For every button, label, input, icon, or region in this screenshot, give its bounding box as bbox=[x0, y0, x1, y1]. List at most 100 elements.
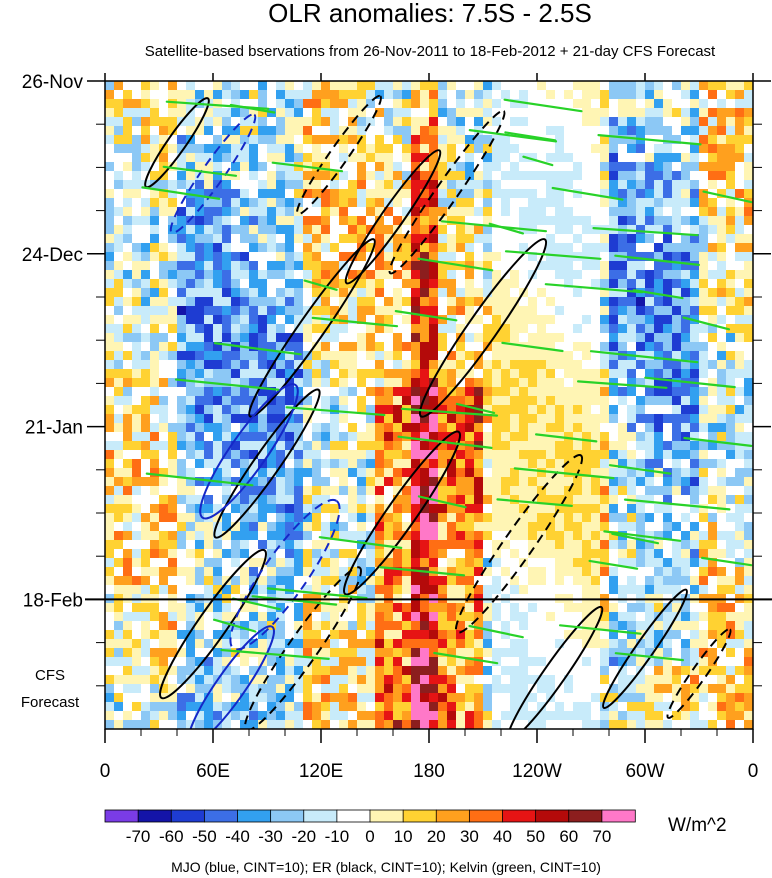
olr-cell bbox=[735, 684, 745, 694]
olr-cell bbox=[528, 612, 538, 622]
olr-cell bbox=[654, 90, 664, 100]
olr-cell bbox=[276, 306, 286, 316]
olr-cell bbox=[276, 216, 286, 226]
olr-cell bbox=[393, 189, 403, 199]
olr-cell bbox=[159, 225, 169, 235]
olr-cell bbox=[528, 405, 538, 415]
olr-cell bbox=[321, 144, 331, 154]
olr-cell bbox=[213, 261, 223, 271]
olr-cell bbox=[528, 333, 538, 343]
olr-cell bbox=[339, 306, 349, 316]
olr-cell bbox=[348, 126, 358, 136]
olr-cell bbox=[357, 531, 367, 541]
olr-cell bbox=[375, 567, 385, 577]
olr-cell bbox=[384, 639, 394, 649]
olr-cell bbox=[537, 306, 547, 316]
olr-cell bbox=[105, 558, 115, 568]
olr-cell bbox=[186, 243, 196, 253]
olr-cell bbox=[240, 351, 250, 361]
olr-cell bbox=[744, 657, 753, 667]
olr-cell bbox=[303, 486, 313, 496]
olr-cell bbox=[348, 153, 358, 163]
olr-cell bbox=[366, 279, 376, 289]
olr-cell bbox=[636, 486, 646, 496]
olr-cell bbox=[132, 648, 142, 658]
olr-cell bbox=[411, 342, 421, 352]
olr-cell bbox=[159, 648, 169, 658]
olr-cell bbox=[474, 504, 484, 514]
olr-cell bbox=[312, 522, 322, 532]
olr-cell bbox=[168, 252, 178, 262]
olr-cell bbox=[420, 495, 430, 505]
olr-cell bbox=[699, 693, 709, 703]
olr-cell bbox=[312, 360, 322, 370]
olr-cell bbox=[690, 558, 700, 568]
olr-cell bbox=[357, 324, 367, 334]
olr-cell bbox=[492, 288, 502, 298]
olr-cell bbox=[735, 576, 745, 586]
olr-cell bbox=[510, 360, 520, 370]
olr-cell bbox=[699, 81, 709, 91]
olr-cell bbox=[690, 108, 700, 118]
olr-cell bbox=[537, 207, 547, 217]
olr-cell bbox=[204, 297, 214, 307]
olr-cell bbox=[744, 387, 753, 397]
olr-cell bbox=[267, 504, 277, 514]
olr-cell bbox=[231, 135, 241, 145]
olr-cell bbox=[519, 351, 529, 361]
olr-cell bbox=[177, 558, 187, 568]
olr-cell bbox=[141, 648, 151, 658]
olr-cell bbox=[654, 513, 664, 523]
olr-cell bbox=[708, 567, 718, 577]
olr-cell bbox=[123, 279, 133, 289]
olr-cell bbox=[546, 531, 556, 541]
olr-cell bbox=[258, 702, 268, 712]
olr-cell bbox=[654, 504, 664, 514]
olr-cell bbox=[636, 540, 646, 550]
olr-cell bbox=[249, 684, 259, 694]
olr-cell bbox=[402, 423, 412, 433]
olr-cell bbox=[141, 288, 151, 298]
olr-cell bbox=[501, 585, 511, 595]
olr-cell bbox=[735, 486, 745, 496]
olr-cell bbox=[420, 189, 430, 199]
olr-cell bbox=[357, 387, 367, 397]
olr-cell bbox=[447, 216, 457, 226]
olr-cell bbox=[681, 180, 691, 190]
olr-cell bbox=[636, 198, 646, 208]
olr-cell bbox=[546, 495, 556, 505]
olr-cell bbox=[330, 216, 340, 226]
olr-cell bbox=[258, 468, 268, 478]
olr-cell bbox=[366, 243, 376, 253]
olr-cell bbox=[600, 108, 610, 118]
olr-cell bbox=[339, 441, 349, 451]
olr-cell bbox=[591, 576, 601, 586]
olr-cell bbox=[600, 441, 610, 451]
olr-cell bbox=[600, 540, 610, 550]
olr-cell bbox=[123, 261, 133, 271]
olr-cell bbox=[438, 675, 448, 685]
olr-cell bbox=[681, 216, 691, 226]
olr-cell bbox=[609, 639, 619, 649]
olr-cell bbox=[213, 171, 223, 181]
olr-cell bbox=[150, 585, 160, 595]
olr-cell bbox=[573, 171, 583, 181]
olr-cell bbox=[114, 468, 124, 478]
olr-cell bbox=[276, 405, 286, 415]
olr-cell bbox=[123, 522, 133, 532]
olr-cell bbox=[744, 639, 753, 649]
olr-cell bbox=[294, 180, 304, 190]
olr-cell bbox=[195, 513, 205, 523]
olr-cell bbox=[339, 270, 349, 280]
olr-cell bbox=[312, 369, 322, 379]
olr-cell bbox=[312, 531, 322, 541]
olr-cell bbox=[456, 657, 466, 667]
olr-cell bbox=[132, 189, 142, 199]
olr-cell bbox=[150, 675, 160, 685]
olr-cell bbox=[690, 261, 700, 271]
olr-cell bbox=[528, 243, 538, 253]
olr-cell bbox=[510, 324, 520, 334]
olr-cell bbox=[726, 540, 736, 550]
olr-cell bbox=[618, 333, 628, 343]
olr-cell bbox=[582, 171, 592, 181]
